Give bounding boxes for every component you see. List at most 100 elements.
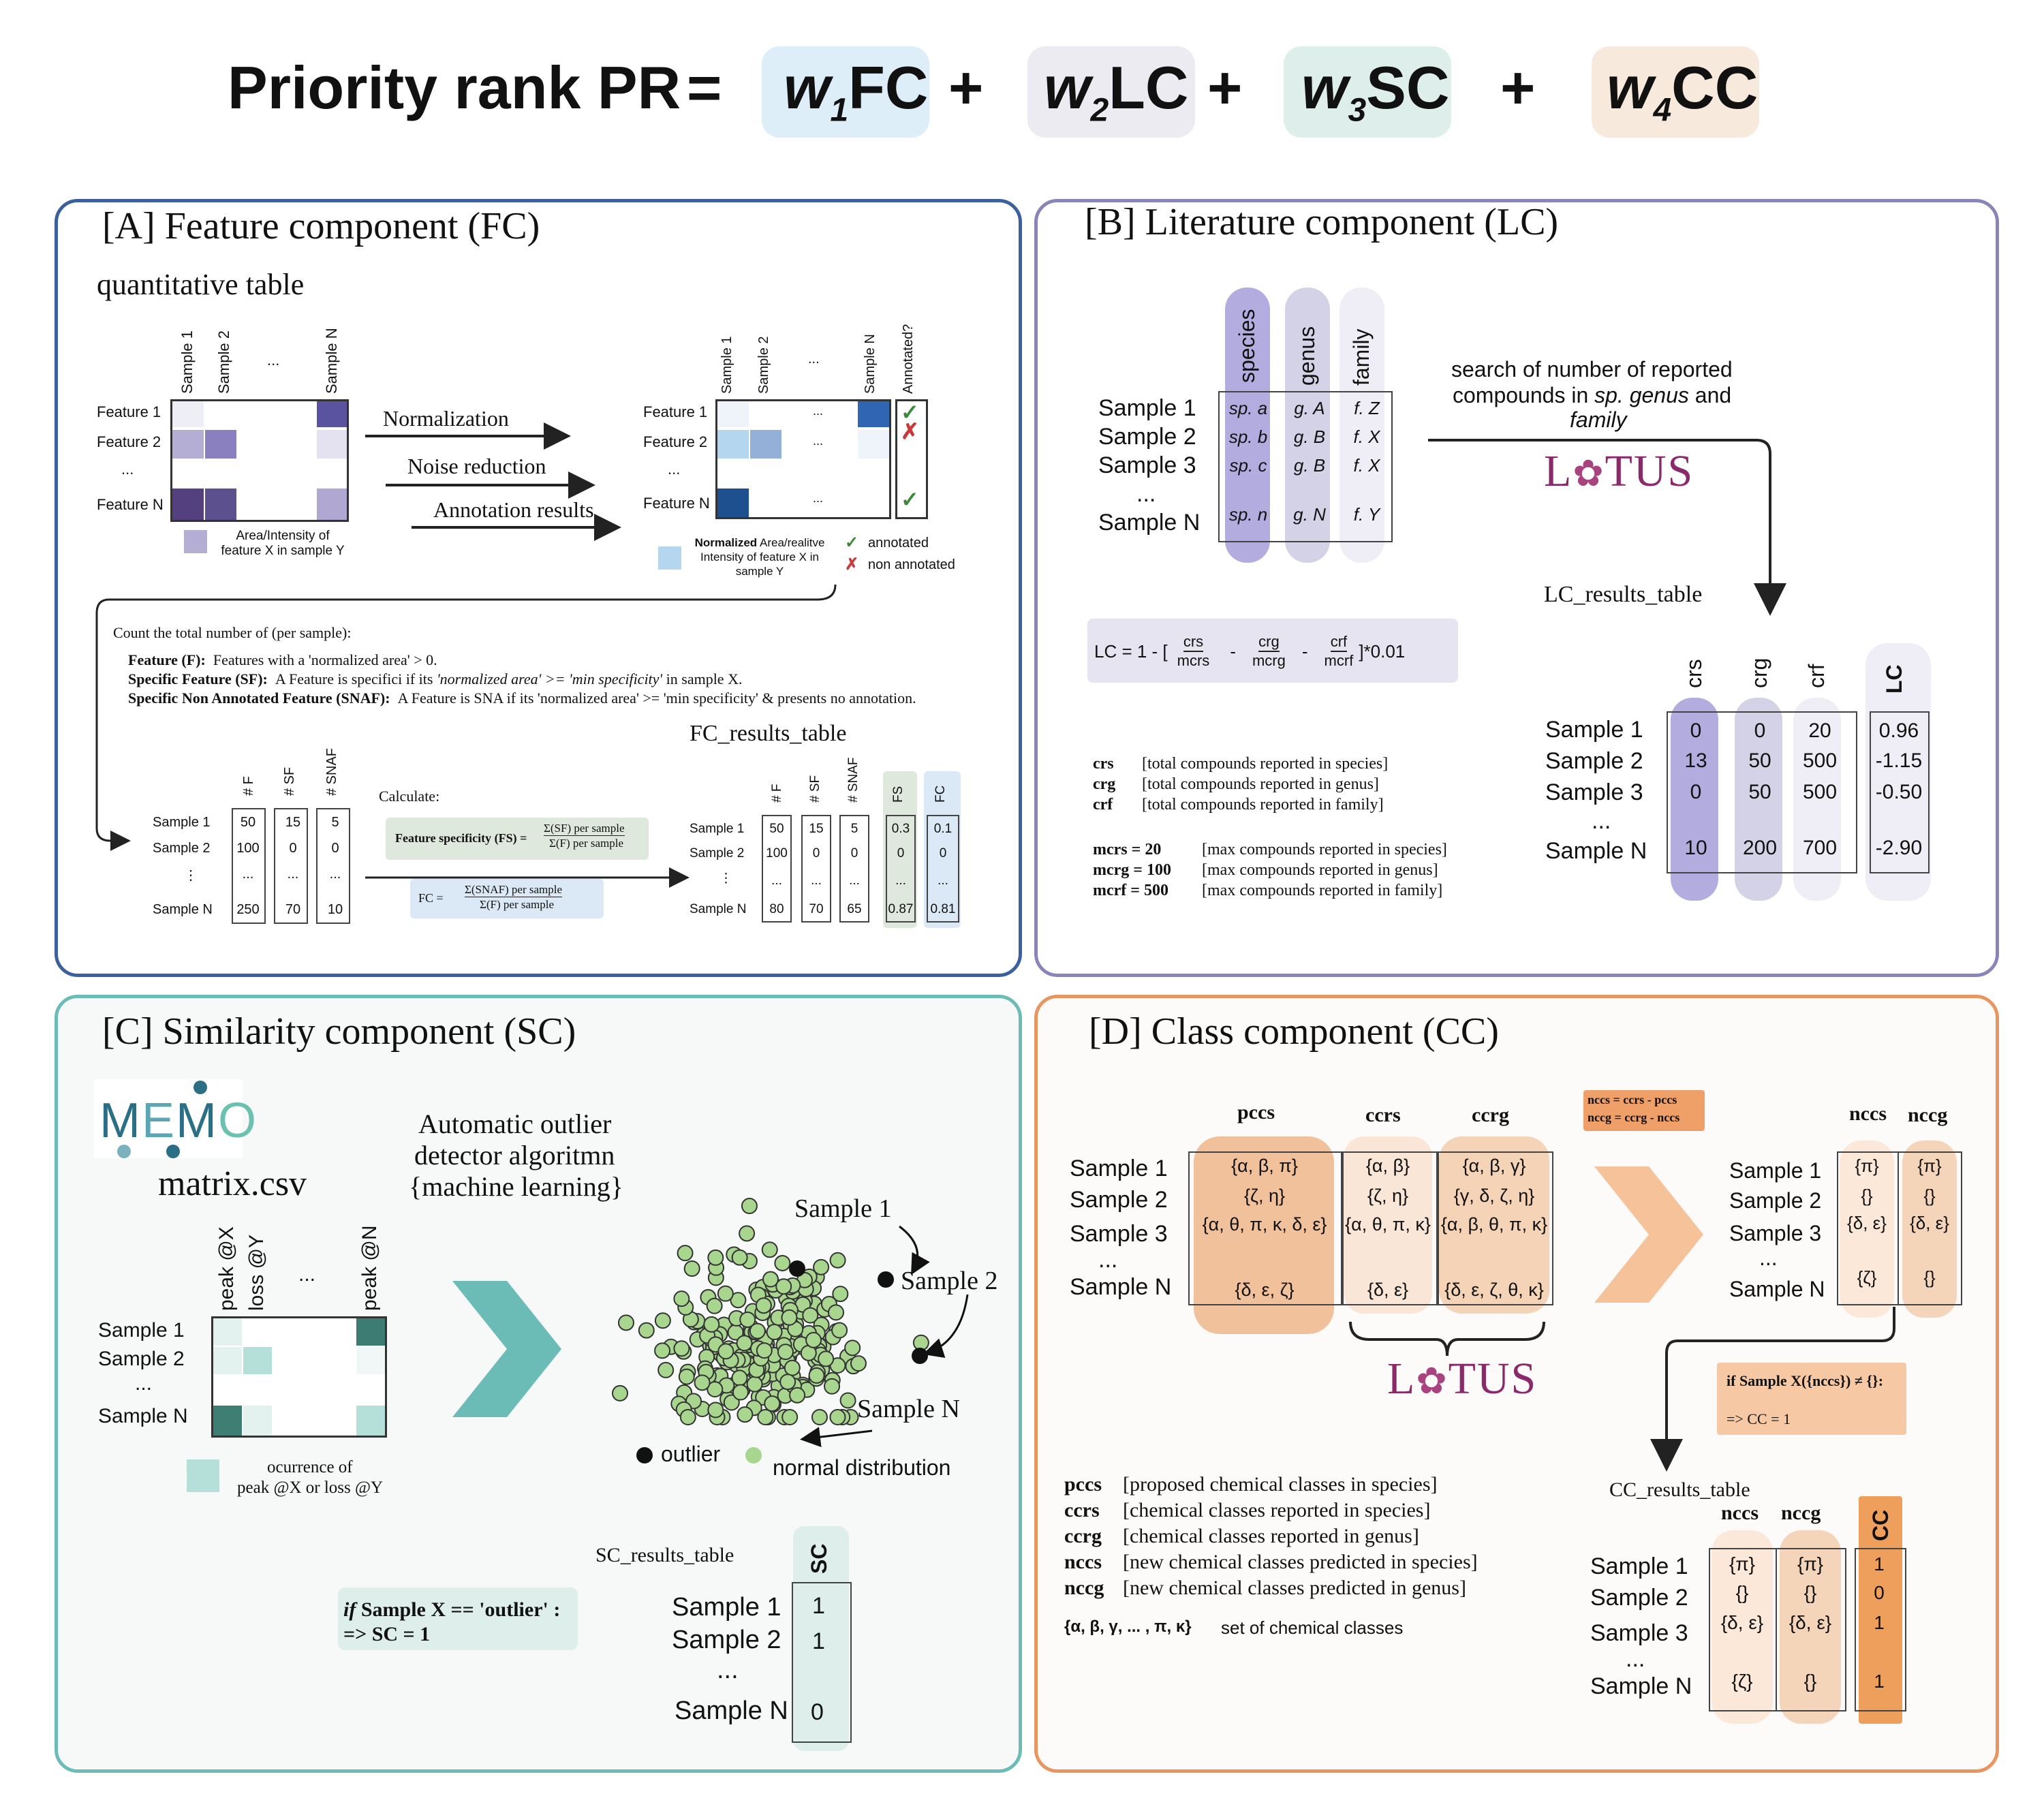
cc-res-row: Sample N	[1590, 1673, 1692, 1699]
normal-point	[850, 1355, 867, 1372]
outlier-point	[789, 1260, 805, 1277]
normal-point	[731, 1249, 748, 1266]
tax-row-label: Sample 2	[1098, 424, 1196, 450]
memo-dot-icon	[117, 1145, 131, 1158]
sc-row-N: Sample N	[98, 1405, 188, 1427]
detector-line2: detector algoritmn	[414, 1140, 615, 1171]
lc-legend-key: mcrf = 500	[1093, 882, 1168, 899]
fc-result-cell: 15	[809, 822, 824, 836]
sc-res-row-1: Sample 1	[672, 1593, 781, 1622]
search-text-2: compounds in sp. genus and	[1453, 383, 1732, 407]
lc-res-cell: 0	[1690, 719, 1702, 742]
set-label: {α, β, γ, ... , π, κ}	[1064, 1617, 1192, 1636]
ncc-def-box	[1583, 1090, 1705, 1131]
lc-res-cell: 0	[1690, 781, 1702, 803]
normal-legend: normal distribution	[773, 1455, 951, 1480]
cc-res-row: Sample 2	[1590, 1585, 1688, 1611]
scatter-label-s2: Sample 2	[901, 1267, 998, 1295]
fc-term-box	[762, 46, 929, 138]
lc-res-cell: -1.15	[1875, 749, 1923, 772]
memo-logo-box	[94, 1079, 243, 1158]
fc-result-cell: ...	[771, 873, 782, 888]
res-f-table	[762, 815, 792, 923]
lotus-logo: L✿TUS	[1387, 1354, 1538, 1404]
ncc-row-label: Sample 3	[1729, 1221, 1822, 1245]
matrix-label: matrix.csv	[158, 1164, 307, 1203]
new-nccs-head: nccs	[1849, 1102, 1887, 1125]
normal-point	[707, 1381, 724, 1398]
detector-line1: Automatic outlier	[418, 1109, 612, 1139]
lc-res-cell: 50	[1748, 781, 1771, 803]
raw-col-dots: ...	[267, 352, 280, 369]
crs-column	[1671, 698, 1718, 901]
pccs-head: pccs	[1237, 1101, 1275, 1124]
sc-res-row-2: Sample 2	[672, 1626, 781, 1654]
sc-col-lossy: loss @Y	[245, 1234, 268, 1311]
count-cell: ...	[329, 867, 341, 882]
fc-result-cell: 5	[850, 822, 858, 836]
normal-point	[617, 1314, 634, 1331]
new-ncc-divider	[1898, 1151, 1899, 1304]
nccg-cell: {π}	[1917, 1156, 1942, 1176]
res-row-N: Sample N	[690, 902, 747, 916]
sc-row-1: Sample 1	[98, 1319, 185, 1342]
sc-row-2: Sample 2	[98, 1348, 185, 1370]
norm-legend-text: Normalized Area/realitve Intensity of fe…	[694, 536, 825, 578]
crf-column	[1793, 698, 1841, 901]
fc-formula-num: Σ(SNAF) per sample	[465, 883, 563, 897]
lc-res-cell: -2.90	[1875, 837, 1923, 859]
lc-term: w2LC	[1044, 54, 1189, 129]
fc-result-cell: 80	[769, 902, 784, 916]
lc-legend-value: [max compounds reported in family]	[1202, 882, 1443, 899]
count-snaf-table	[316, 808, 350, 924]
cc-condition-1: if Sample X({nccs}) ≠ {}:	[1726, 1372, 1884, 1389]
raw-row-f2: Feature 2	[97, 433, 161, 450]
fc-result-cell: 70	[809, 902, 824, 916]
cc-legend-key: nccs	[1064, 1551, 1102, 1573]
cc-res-cell: {}	[1803, 1582, 1817, 1603]
ccrg-column	[1439, 1136, 1549, 1314]
lc-value-table	[1870, 711, 1930, 873]
count-cell: 50	[240, 815, 256, 830]
cc-res-table	[1855, 1548, 1906, 1711]
normal-point	[756, 1342, 773, 1359]
lc-legend-key: crs	[1093, 755, 1114, 773]
cc-legend-value: [chemical classes reported in genus]	[1123, 1525, 1419, 1547]
normal-point	[739, 1311, 756, 1328]
normal-point	[764, 1395, 781, 1412]
cc-res-nccs-head: nccs	[1721, 1502, 1759, 1524]
tax-row-label: Sample 3	[1098, 452, 1196, 478]
crf-head: crf	[1804, 664, 1829, 688]
norm-row-fN: Feature N	[643, 495, 710, 512]
fc-result-cell: 0	[939, 846, 947, 861]
family-cell: f. Z	[1354, 398, 1380, 418]
ccrs-head: ccrs	[1365, 1104, 1401, 1126]
normal-point	[683, 1260, 700, 1277]
sc-res-row-N: Sample N	[675, 1696, 788, 1725]
sc-val-2: 1	[812, 1628, 825, 1654]
lc-res-cell: 10	[1684, 837, 1707, 859]
nccs-cell: {ζ}	[1857, 1267, 1877, 1288]
normal-point	[808, 1367, 825, 1384]
cc-legend-key: nccg	[1064, 1577, 1104, 1599]
crg-head: crg	[1747, 657, 1771, 688]
fc-column-highlight	[924, 771, 961, 928]
sc-condition-box	[338, 1587, 578, 1650]
cc-condition-2: => CC = 1	[1726, 1410, 1791, 1427]
normal-point	[824, 1378, 841, 1395]
pccs-cell: {α, θ, π, κ, δ, ε}	[1202, 1214, 1327, 1235]
new-ncc-table	[1837, 1151, 1962, 1305]
normal-point	[755, 1297, 772, 1314]
res-snaf-table	[839, 815, 869, 923]
sc-res-row-dots: ...	[717, 1656, 739, 1684]
normal-point	[679, 1409, 696, 1425]
memo-dot-icon	[166, 1145, 180, 1158]
normal-point	[832, 1286, 849, 1303]
normal-point	[784, 1359, 801, 1376]
species-head: species	[1235, 309, 1259, 384]
lc-res-row: Sample 1	[1545, 717, 1643, 743]
ncc-def-1: nccs = ccrs - pccs	[1588, 1093, 1677, 1106]
lc-legend-key: mcrg = 100	[1093, 861, 1171, 879]
normal-point	[678, 1368, 695, 1385]
normal-point	[673, 1290, 690, 1307]
